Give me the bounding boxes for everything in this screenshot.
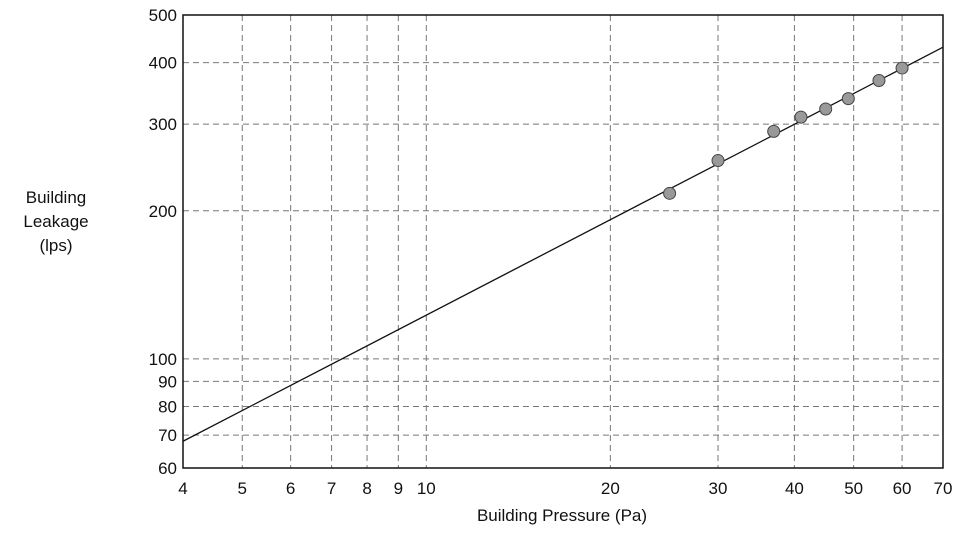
y-tick-label: 90: [158, 372, 177, 391]
x-tick-label: 9: [394, 479, 403, 498]
x-tick-label: 5: [238, 479, 247, 498]
y-axis-title: Building Leakage (lps): [23, 188, 88, 255]
x-tick-label: 7: [327, 479, 336, 498]
y-tick-label: 500: [149, 6, 177, 25]
y-tick-label: 70: [158, 426, 177, 445]
data-point: [895, 61, 909, 75]
x-tick-label: 6: [286, 479, 295, 498]
x-tick-label: 30: [709, 479, 728, 498]
data-point: [872, 73, 886, 87]
data-point: [819, 102, 833, 116]
x-tick-label: 10: [417, 479, 436, 498]
data-point: [711, 154, 725, 168]
x-tick-label: 20: [601, 479, 620, 498]
y-tick-label: 100: [149, 350, 177, 369]
y-tick-label: 200: [149, 202, 177, 221]
x-tick-labels: 4 5 6 7 8 9 10 20 30 40 50 60 70: [178, 479, 952, 498]
plot-frame: [182, 14, 944, 469]
x-tick-label: 60: [893, 479, 912, 498]
y-tick-label: 400: [149, 54, 177, 73]
fit-line-group: [182, 46, 944, 442]
y-tick-labels: 60 70 80 90 100 200 300 400 500: [149, 6, 177, 478]
y-axis-title-line: (lps): [39, 236, 72, 255]
y-axis-title-line: Building: [26, 188, 87, 207]
x-tick-label: 8: [362, 479, 371, 498]
y-axis-title-line: Leakage: [23, 212, 88, 231]
data-point: [663, 186, 677, 200]
data-point: [841, 92, 855, 106]
fit-line: [182, 46, 944, 442]
x-tick-label: 4: [178, 479, 187, 498]
x-axis-title: Building Pressure (Pa): [477, 506, 647, 525]
data-point: [794, 110, 808, 124]
x-tick-label: 70: [934, 479, 953, 498]
data-points: [663, 61, 909, 200]
x-tick-label: 50: [844, 479, 863, 498]
data-point: [767, 124, 781, 138]
y-tick-label: 80: [158, 398, 177, 417]
x-tick-label: 40: [785, 479, 804, 498]
gridlines: [183, 15, 943, 468]
y-tick-label: 60: [158, 459, 177, 478]
y-tick-label: 300: [149, 115, 177, 134]
